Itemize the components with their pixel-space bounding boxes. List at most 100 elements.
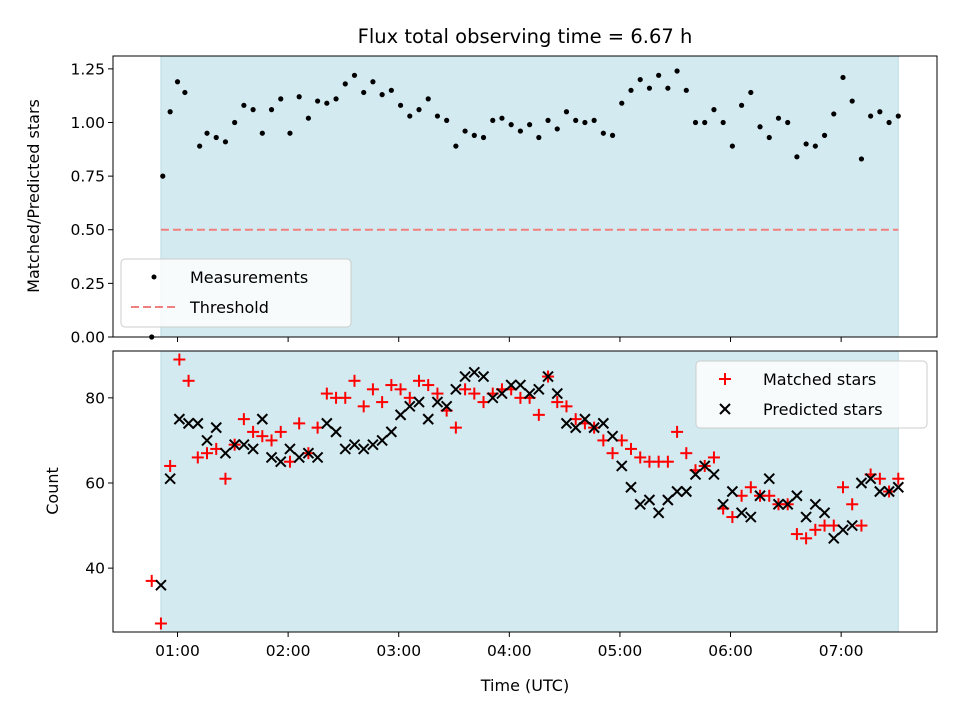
- matched-stars-point: [661, 455, 674, 468]
- measurements-point: [692, 119, 699, 126]
- top-axes-frame: [112, 55, 938, 338]
- measurements-point: [600, 130, 606, 136]
- measurements-point: [462, 128, 468, 134]
- measurements-point: [536, 134, 542, 141]
- measurements-point: [388, 87, 394, 93]
- predicted-stars-point: [542, 370, 554, 383]
- predicted-stars-point: [606, 430, 619, 442]
- measurements-point: [204, 130, 210, 136]
- predicted-stars-point: [689, 468, 702, 481]
- matched-stars-point: [634, 451, 647, 464]
- predicted-stars-point: [828, 532, 840, 545]
- predicted-stars-point: [772, 498, 785, 510]
- matched-stars-point: [873, 472, 886, 485]
- matched-stars-point: [671, 425, 684, 438]
- predicted-stars-point: [800, 511, 812, 523]
- measurements-point: [407, 113, 413, 119]
- predicted-stars-point: [754, 490, 766, 502]
- predicted-stars-point: [404, 400, 416, 413]
- measurements-point: [711, 107, 717, 113]
- matched-stars-point: [532, 408, 545, 421]
- measurements-point: [646, 85, 653, 91]
- predicted-stars-point: [717, 498, 729, 510]
- matched-stars-point: [680, 447, 693, 460]
- predicted-stars-point: [192, 417, 204, 430]
- matched-stars-point: [385, 379, 398, 392]
- predicted-stars-point: [422, 413, 434, 425]
- predicted-stars-point: [855, 477, 868, 489]
- measurements-point: [840, 74, 846, 81]
- matched-stars-point: [431, 387, 444, 400]
- x-tick-label: 03:00: [376, 642, 421, 660]
- measurements-point: [775, 115, 782, 121]
- predicted-stars-point: [837, 524, 849, 536]
- y-tick-label: 0.50: [70, 221, 105, 239]
- predicted-stars-point: [708, 468, 720, 481]
- measurements-point: [480, 134, 487, 141]
- matched-stars-point: [191, 451, 204, 464]
- predicted-stars-point: [551, 387, 563, 400]
- top-panel: 0.00 0.25 0.50 0.75 1.00 1.25 Flux total obse…: [24, 25, 938, 347]
- measurements-point: [361, 89, 367, 96]
- matched-stars-point: [744, 481, 757, 494]
- predicted-stars-point: [643, 494, 656, 506]
- predicted-stars-point: [846, 519, 858, 532]
- matched-stars-point: [551, 396, 564, 409]
- measurements-point: [582, 119, 588, 126]
- measurements-point: [434, 113, 441, 119]
- legend-marker-matched: [719, 373, 731, 385]
- matched-stars-point: [348, 374, 361, 387]
- matched-stars-point: [800, 532, 813, 545]
- predicted-stars-point: [625, 481, 637, 493]
- predicted-stars-point: [210, 421, 222, 434]
- measurements-point: [182, 89, 188, 96]
- matched-stars-point: [357, 400, 370, 413]
- predicted-stars-point: [164, 473, 176, 485]
- x-tick-label: 04:00: [487, 642, 532, 660]
- matched-stars-point: [459, 383, 472, 396]
- measurements-point: [174, 79, 181, 85]
- measurements-point: [702, 119, 708, 126]
- legend-marker-measurements: [151, 274, 157, 280]
- predicted-stars-point: [569, 421, 582, 434]
- predicted-stars-point: [348, 438, 361, 451]
- predicted-stars-point: [523, 387, 536, 400]
- matched-stars-point: [237, 413, 250, 426]
- matched-stars-point: [624, 442, 637, 455]
- y-tick-label: 1.00: [70, 114, 105, 132]
- matched-stars-point: [790, 528, 803, 541]
- measurements-point: [351, 72, 358, 78]
- measurements-point: [370, 79, 376, 85]
- predicted-stars-point: [330, 426, 342, 438]
- predicted-stars-point: [201, 434, 213, 447]
- measurements-point: [490, 117, 496, 123]
- measurements-point: [868, 113, 874, 119]
- predicted-stars-point: [892, 481, 904, 493]
- predicted-stars-point: [634, 498, 646, 510]
- measurements-point: [849, 98, 855, 104]
- matched-stars-point: [201, 447, 214, 460]
- matched-stars-point: [707, 451, 720, 464]
- measurements-point: [197, 143, 203, 149]
- predicted-stars-point: [385, 426, 398, 438]
- predicted-stars-point: [680, 485, 693, 498]
- measurements-point: [665, 85, 671, 91]
- measurements-point: [471, 132, 477, 138]
- measurements-point: [250, 107, 256, 113]
- matched-stars-point: [366, 383, 379, 396]
- measurements-point: [305, 115, 312, 121]
- measurements-point: [222, 139, 229, 145]
- measurements-point: [315, 98, 321, 104]
- measurements-point: [287, 130, 293, 136]
- measurements-point: [831, 111, 837, 117]
- predicted-stars-point: [413, 396, 425, 408]
- measurements-point: [397, 102, 404, 108]
- matched-stars-point: [320, 387, 333, 400]
- bottom-panel: 01:00 02:00 03:00 04:00 05:00 06:00 07:00 40 60 8…: [43, 350, 938, 695]
- x-tick-label: 07:00: [819, 642, 864, 660]
- measurements-point: [527, 122, 533, 128]
- predicted-stars-point: [745, 511, 757, 523]
- predicted-stars-point: [597, 417, 610, 430]
- predicted-stars-point: [321, 417, 333, 430]
- predicted-stars-point: [247, 443, 259, 455]
